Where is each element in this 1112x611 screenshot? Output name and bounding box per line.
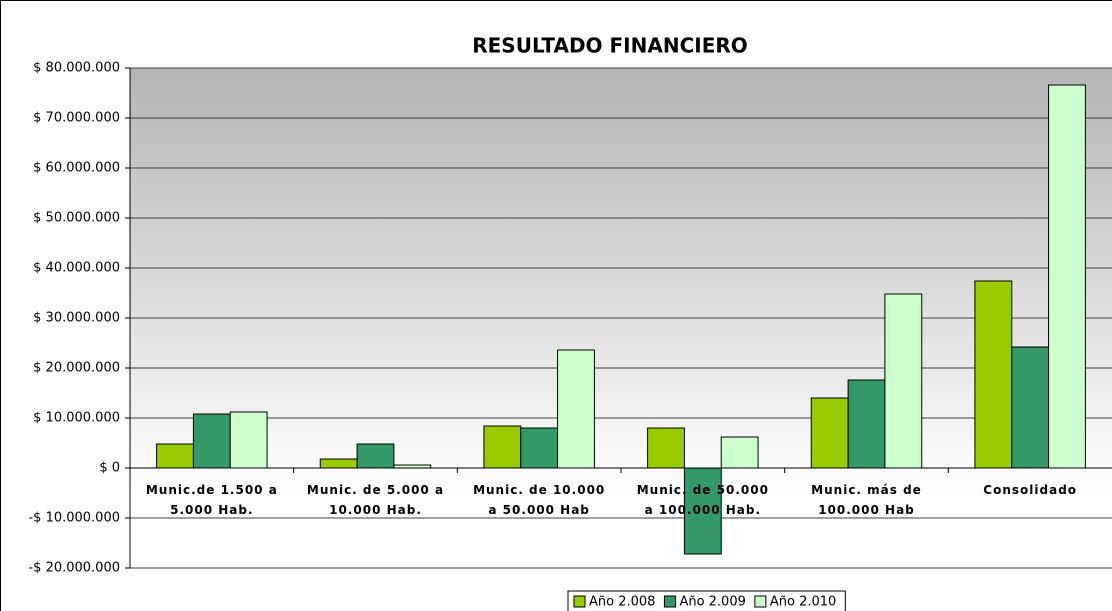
bar — [810, 397, 849, 469]
bar — [1048, 84, 1086, 469]
x-tick-label: Munic. más de 100.000 Hab — [811, 483, 922, 517]
x-tick-label: Munic. de 10.000 a 50.000 Hab — [473, 483, 605, 517]
bar — [683, 467, 722, 555]
legend-swatch — [754, 595, 767, 608]
bar — [192, 413, 231, 469]
legend-label: Año 2.008 — [589, 595, 655, 610]
y-tick-label: -$ 20.000.000 — [28, 561, 120, 576]
legend-swatch — [573, 595, 586, 608]
bar — [974, 280, 1013, 469]
bar — [319, 458, 358, 469]
y-tick-label: $ 60.000.000 — [33, 161, 120, 176]
bar — [156, 443, 194, 469]
y-tick-label: $ 0 — [99, 461, 120, 476]
bar — [557, 349, 595, 469]
legend-label: Año 2.009 — [679, 595, 745, 610]
chart-title: RESULTADO FINANCIERO — [472, 34, 748, 58]
y-tick-label: $ 10.000.000 — [33, 411, 120, 426]
bar — [356, 443, 395, 469]
bar — [520, 427, 559, 469]
bar — [647, 427, 685, 469]
bar — [1011, 346, 1050, 469]
bar — [720, 436, 759, 469]
legend-box — [567, 590, 846, 611]
y-tick-label: $ 30.000.000 — [33, 311, 120, 326]
x-tick-label: Munic. de 5.000 a 10.000 Hab. — [307, 483, 444, 517]
y-tick-label: $ 40.000.000 — [33, 261, 120, 276]
x-tick-label: Munic.de 1.500 a 5.000 Hab. — [146, 483, 278, 517]
y-tick-label: $ 80.000.000 — [33, 61, 120, 76]
bar — [884, 293, 923, 469]
bar — [483, 425, 522, 469]
y-tick-label: $ 20.000.000 — [33, 361, 120, 376]
legend-label: Año 2.010 — [770, 595, 836, 610]
legend-swatch — [663, 595, 676, 608]
y-tick-label: $ 50.000.000 — [33, 211, 120, 226]
x-tick-label: Munic. de 50.000 a 100.000 Hab. — [637, 483, 769, 517]
bar — [847, 379, 886, 469]
y-tick-label: -$ 10.000.000 — [28, 511, 120, 526]
y-tick-label: $ 70.000.000 — [33, 111, 120, 126]
bar — [229, 411, 268, 469]
x-tick-label: Consolidado — [983, 483, 1077, 497]
